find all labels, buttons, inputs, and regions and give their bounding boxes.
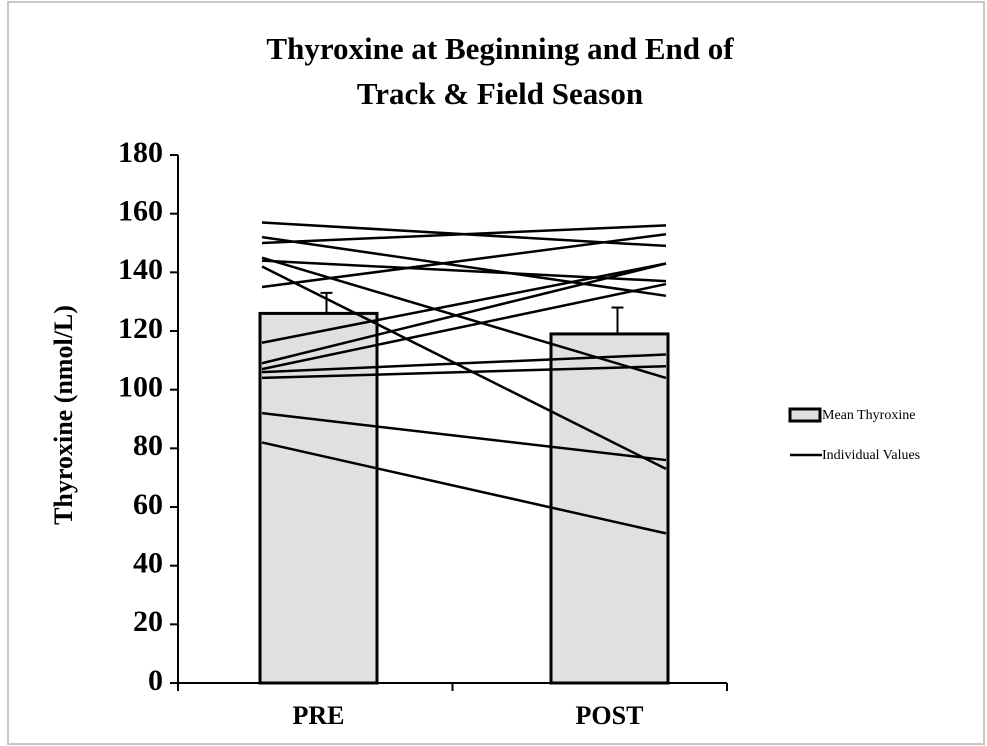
individual-line — [261, 262, 667, 344]
y-tick-label: 120 — [118, 312, 163, 345]
y-axis-label: Thyroxine (nmol/L) — [49, 305, 78, 525]
individual-line — [261, 224, 667, 245]
individual-line — [261, 262, 667, 365]
legend-label: Mean Thyroxine — [822, 408, 915, 423]
individual-line — [261, 353, 667, 374]
y-tick-label: 80 — [133, 429, 163, 462]
y-tick-label: 20 — [133, 605, 163, 638]
x-tick-label: PRE — [293, 701, 345, 730]
individual-line — [261, 441, 667, 535]
y-tick-label: 0 — [148, 664, 163, 697]
chart-title: Track & Field Season — [357, 76, 643, 111]
individual-line — [261, 265, 667, 470]
legend-swatch — [788, 407, 822, 423]
y-tick-label: 140 — [118, 253, 163, 286]
individual-line — [261, 364, 667, 380]
y-tick-label: 160 — [118, 195, 163, 228]
individual-line — [261, 235, 667, 298]
y-tick-label: 60 — [133, 488, 163, 521]
bar — [549, 332, 670, 685]
individual-line — [261, 282, 667, 371]
y-tick-label: 100 — [118, 371, 163, 404]
legend-label: Individual Values — [822, 448, 920, 463]
individual-line — [261, 232, 667, 289]
chart-title: Thyroxine at Beginning and End of — [266, 31, 734, 66]
x-tick-label: POST — [576, 701, 644, 730]
y-tick-label: 40 — [133, 547, 163, 580]
frame — [7, 1, 985, 745]
y-tick-label: 180 — [118, 136, 163, 169]
individual-line — [261, 411, 667, 462]
